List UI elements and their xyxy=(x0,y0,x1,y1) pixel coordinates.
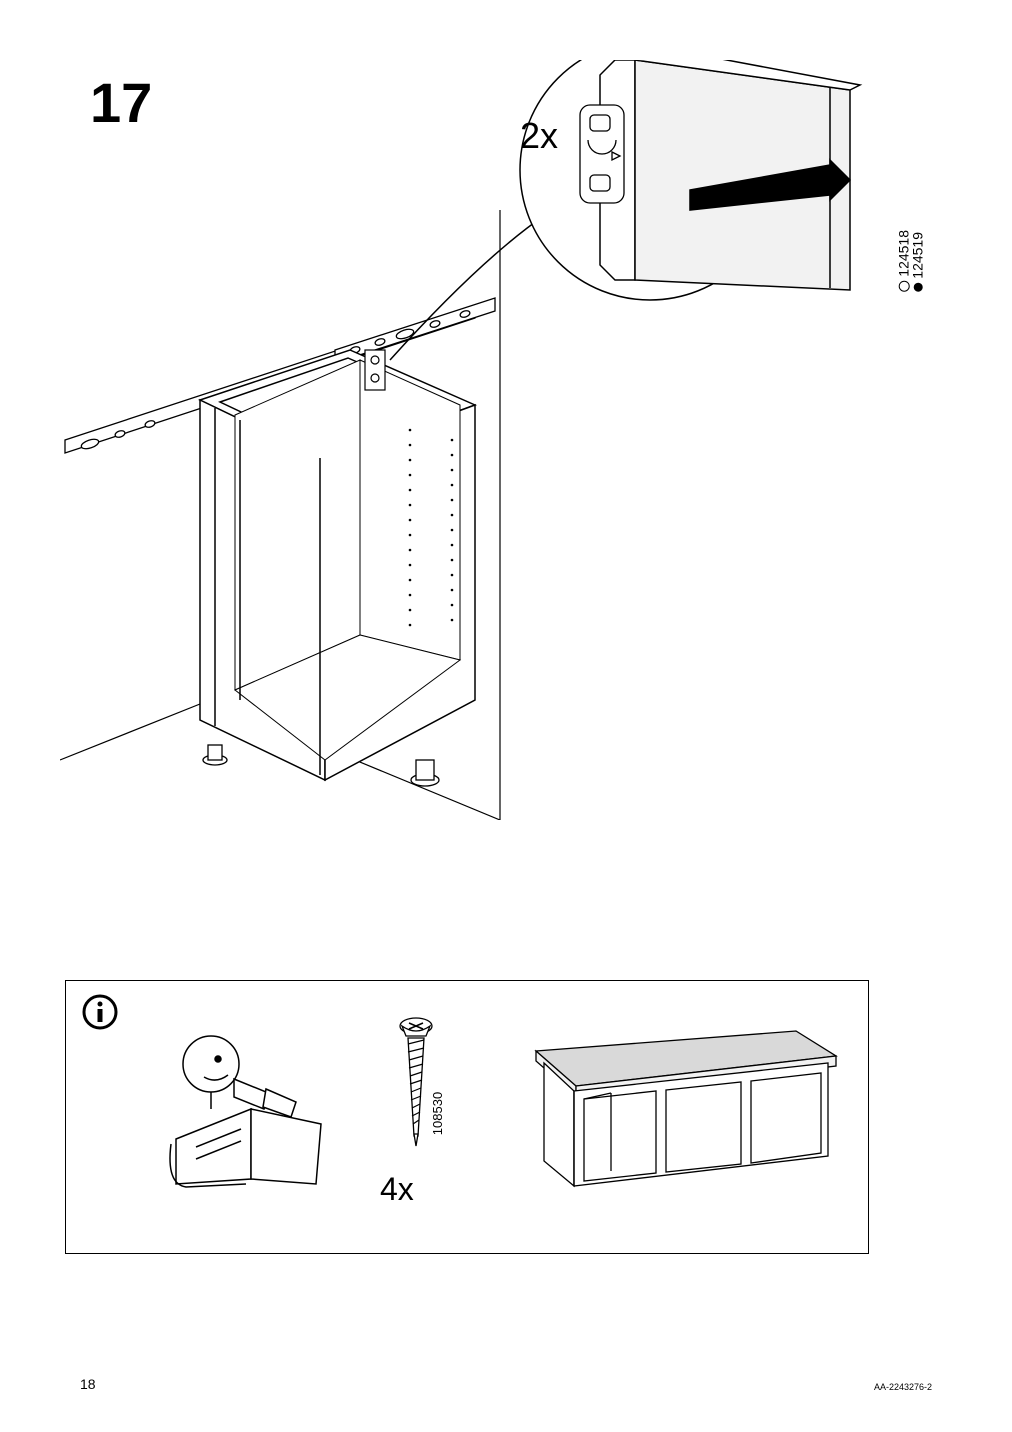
main-assembly-diagram xyxy=(60,60,880,820)
hollow-circle-icon xyxy=(899,281,910,292)
screw-quantity: 4x xyxy=(380,1171,414,1208)
instruction-page: 17 xyxy=(0,0,1012,1432)
booklet-diagram xyxy=(156,1009,336,1189)
info-icon xyxy=(81,993,119,1036)
wide-cabinet-diagram xyxy=(506,1011,846,1211)
part-code-row: 124519 xyxy=(911,230,925,292)
filled-circle-icon xyxy=(914,283,923,292)
screw-diagram: 108530 4x xyxy=(386,1016,446,1216)
part-codes: 124518 124519 xyxy=(897,230,925,292)
document-id: AA-2243276-2 xyxy=(874,1382,932,1392)
part-code: 124519 xyxy=(911,232,925,279)
detail-quantity-label: 2x xyxy=(520,115,558,157)
screw-part-code: 108530 xyxy=(430,1092,445,1135)
page-number: 18 xyxy=(80,1376,96,1392)
info-reference-box: 108530 4x xyxy=(65,980,869,1254)
